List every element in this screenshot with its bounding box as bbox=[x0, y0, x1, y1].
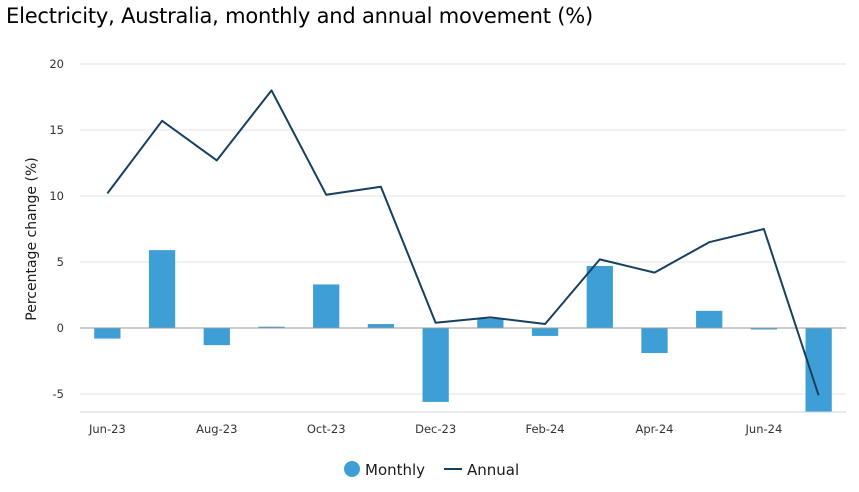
x-tick-label: Oct-23 bbox=[307, 422, 346, 436]
monthly-bar bbox=[203, 328, 230, 346]
x-tick-label: Apr-24 bbox=[636, 422, 674, 436]
chart-title: Electricity, Australia, monthly and annu… bbox=[6, 4, 593, 28]
monthly-bar bbox=[148, 250, 176, 328]
monthly-bar bbox=[94, 328, 121, 339]
y-axis-ticks: 20 15 10 5 0 -5 bbox=[49, 57, 64, 401]
monthly-bar bbox=[586, 265, 613, 328]
legend-monthly-label[interactable]: Monthly bbox=[365, 461, 425, 479]
x-tick-label: Jun-23 bbox=[88, 422, 126, 436]
x-tick-label: Dec-23 bbox=[415, 422, 456, 436]
monthly-bar bbox=[367, 324, 395, 328]
monthly-bars bbox=[94, 250, 832, 413]
y-tick-label: 0 bbox=[57, 321, 64, 335]
y-axis-label: Percentage change (%) bbox=[24, 157, 40, 320]
monthly-bar bbox=[750, 328, 778, 330]
monthly-bar bbox=[422, 328, 449, 402]
y-tick-label: 10 bbox=[49, 189, 64, 203]
legend-annual-label[interactable]: Annual bbox=[467, 461, 519, 479]
y-tick-label: 20 bbox=[49, 57, 64, 71]
x-axis-ticks: Jun-23 Aug-23 Oct-23 Dec-23 Feb-24 Apr-24 Jun-… bbox=[88, 422, 782, 436]
y-tick-label: -5 bbox=[53, 387, 64, 401]
grid-lines bbox=[80, 63, 846, 395]
monthly-bar bbox=[258, 326, 285, 329]
annual-line bbox=[106, 89, 820, 396]
x-tick-label: Aug-23 bbox=[196, 422, 237, 436]
monthly-bar bbox=[696, 310, 723, 328]
monthly-bar bbox=[477, 318, 504, 328]
y-tick-label: 15 bbox=[49, 123, 64, 137]
y-tick-label: 5 bbox=[57, 255, 64, 269]
x-tick-label: Feb-24 bbox=[525, 422, 564, 436]
monthly-bar bbox=[531, 328, 559, 336]
monthly-bar bbox=[641, 328, 668, 354]
x-tick-label: Jun-24 bbox=[745, 422, 783, 436]
legend[interactable]: Monthly Annual bbox=[344, 461, 519, 479]
monthly-bar bbox=[313, 284, 340, 328]
legend-monthly-swatch[interactable] bbox=[344, 461, 360, 477]
